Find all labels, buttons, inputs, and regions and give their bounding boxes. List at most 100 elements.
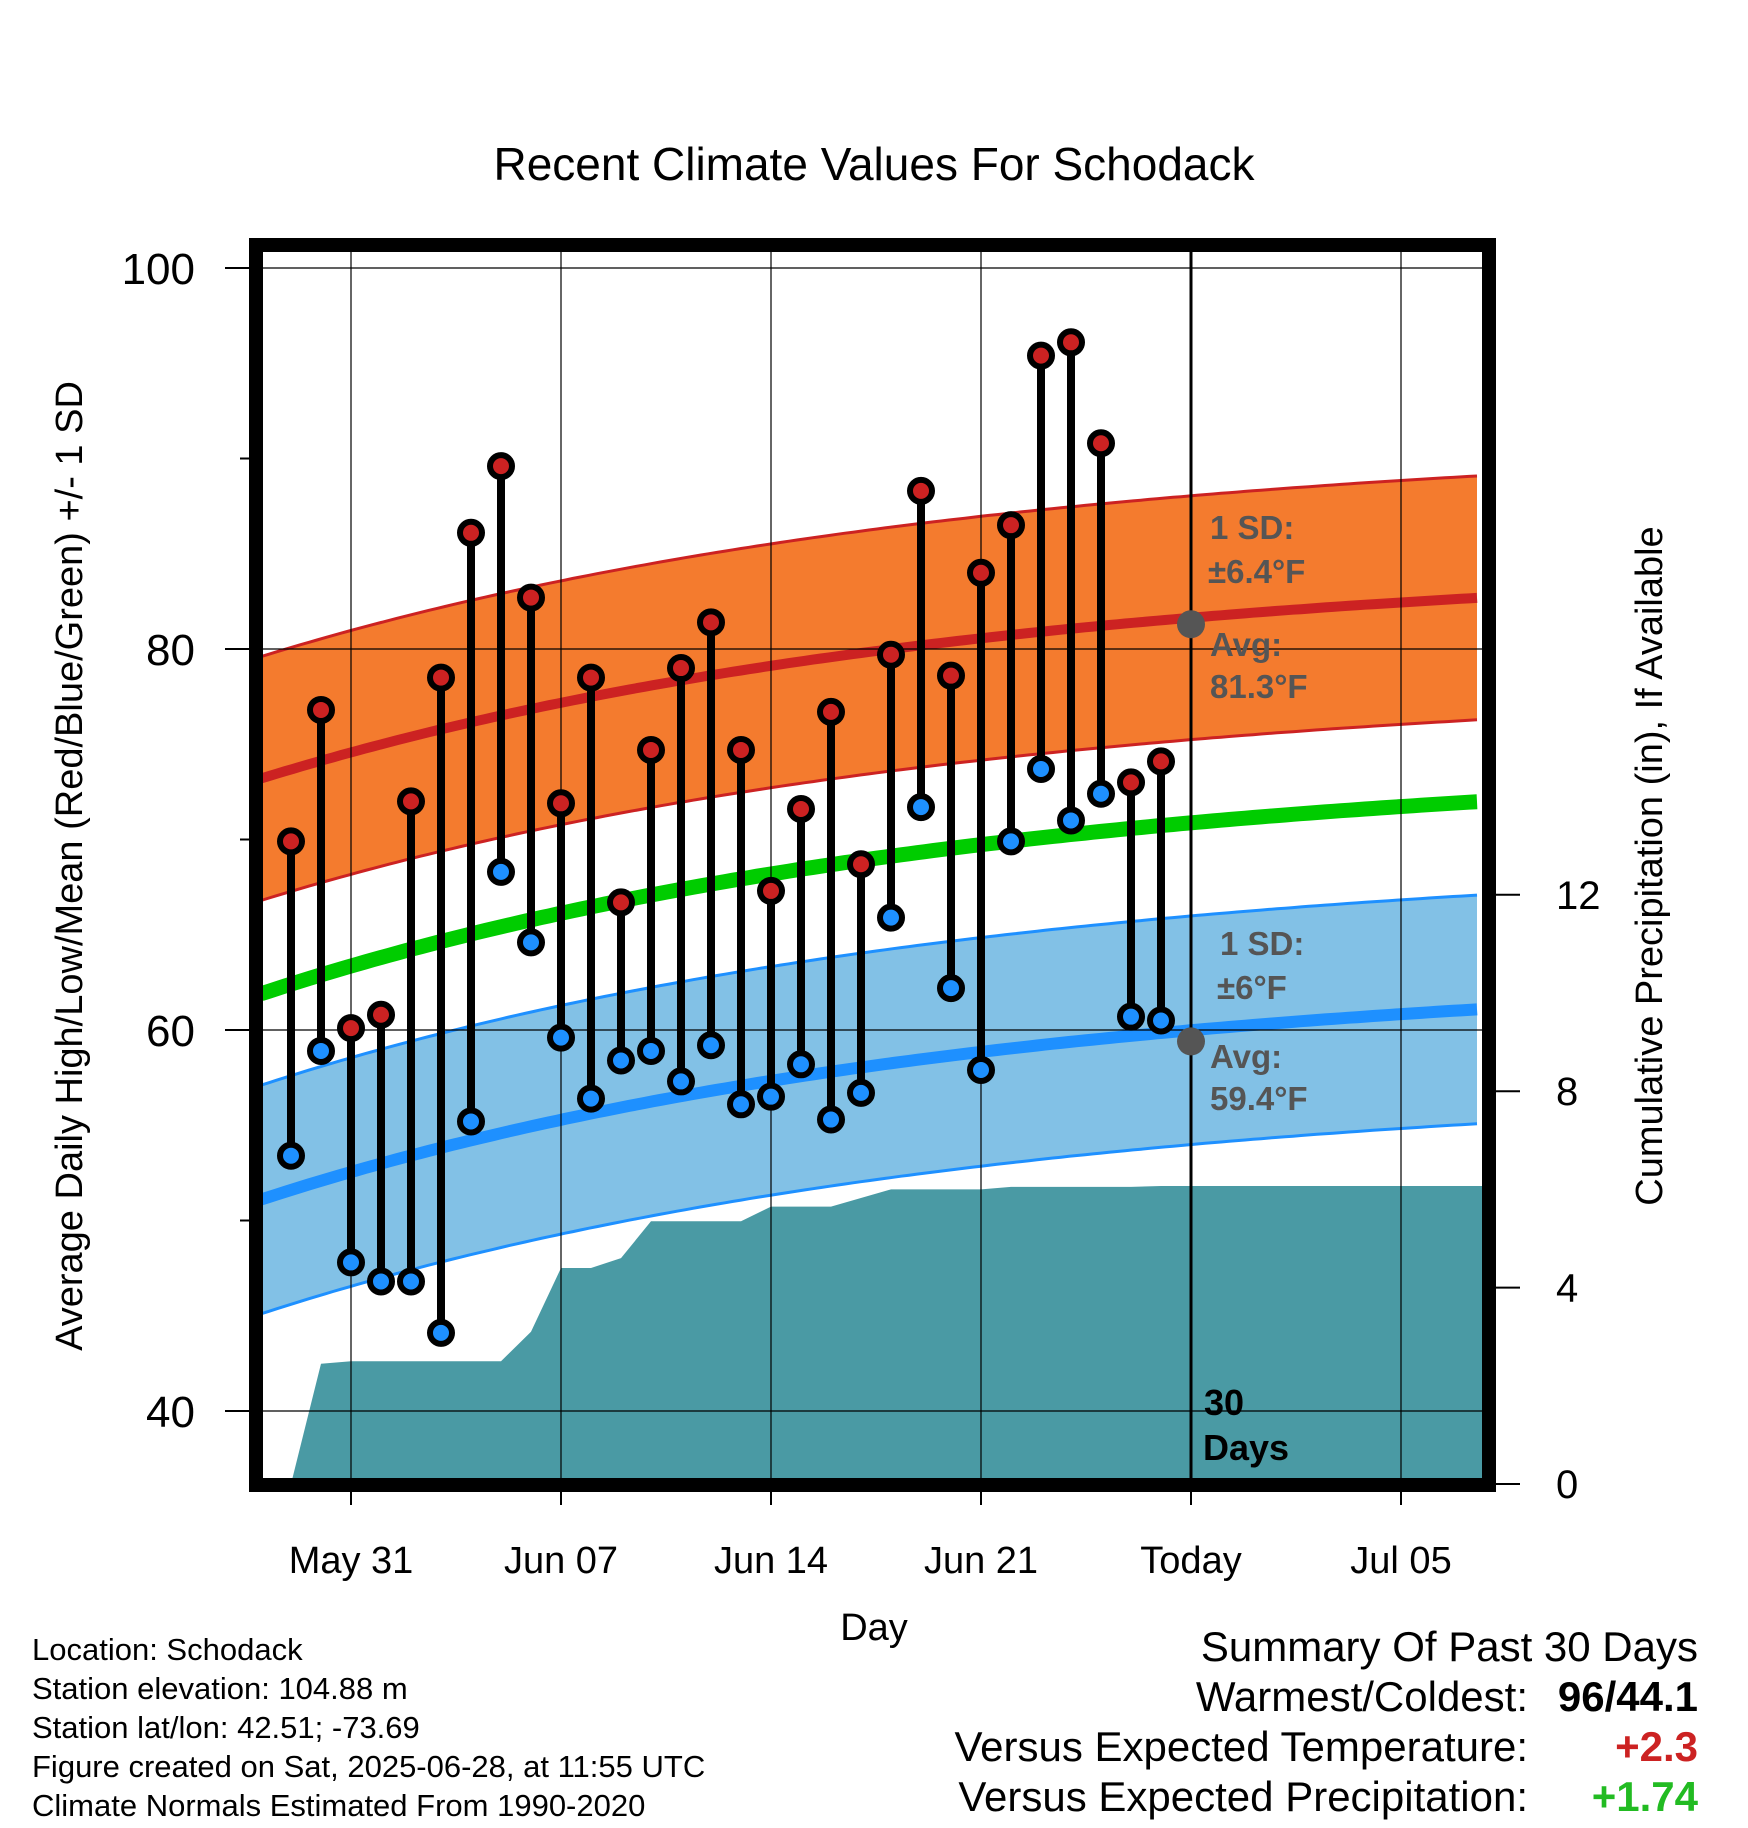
daily-high-point [577, 663, 605, 692]
daily-low-point [1057, 806, 1085, 835]
daily-low-point [547, 1023, 575, 1052]
daily-bar-jun-12 [697, 608, 725, 1060]
daily-high-point [1087, 429, 1115, 458]
daily-bar-jun-17 [847, 850, 875, 1107]
daily-high-point [427, 663, 455, 692]
today-low-avg-dot [1177, 1027, 1205, 1056]
cumulative-precip-area [261, 1186, 1483, 1484]
station-info: Location: Schodack Station elevation: 10… [32, 1630, 705, 1825]
daily-bar-jun-26 [1117, 768, 1145, 1031]
daily-bars-layer [277, 328, 1175, 1347]
daily-low-point [787, 1050, 815, 1079]
daily-bar-may-30 [307, 695, 335, 1065]
location-text: Location: Schodack [32, 1632, 303, 1667]
daily-low-point [667, 1067, 695, 1096]
daily-low-point [1087, 779, 1115, 808]
normal-low-line [259, 1003, 1478, 1206]
daily-high-point [1057, 328, 1085, 357]
summary-panel: Summary Of Past 30 Days Warmest/Coldest:… [798, 1622, 1698, 1822]
high-sd-label: 1 SD: [1210, 509, 1294, 546]
daily-bar-jun-02 [397, 787, 425, 1296]
daily-high-point [547, 789, 575, 818]
daily-high-point [487, 452, 515, 481]
y2-tick-label-8: 8 [1556, 1070, 1578, 1114]
y-axis-label: Average Daily High/Low/Mean (Red/Blue/Gr… [49, 381, 91, 1351]
daily-high-point [517, 583, 545, 612]
summary-precip-row: Versus Expected Precipitation: +1.74 [798, 1772, 1698, 1822]
warmest-value: 96 [1557, 1673, 1605, 1720]
daily-bar-jun-14 [757, 876, 785, 1111]
daily-bar-jun-08 [577, 663, 605, 1113]
daily-low-point [727, 1090, 755, 1119]
x-tick-label-0: May 31 [289, 1540, 414, 1582]
y-tick-label-60: 60 [146, 1007, 195, 1056]
daily-low-point [607, 1046, 635, 1075]
daily-low-point [937, 974, 965, 1003]
high-avg-label: Avg: [1210, 626, 1282, 663]
daily-low-point [487, 857, 515, 886]
daily-low-point [967, 1056, 995, 1085]
daily-high-point [667, 654, 695, 683]
daily-high-point [997, 511, 1025, 540]
daily-low-point [427, 1318, 455, 1347]
daily-low-point [577, 1084, 605, 1113]
coldest-value: 44.1 [1616, 1673, 1698, 1720]
daily-bar-jun-10 [637, 735, 665, 1065]
summary-warmest-row: Warmest/Coldest: 96/44.1 [798, 1672, 1698, 1722]
precipitation-area-layer [261, 1186, 1483, 1484]
daily-high-point [937, 661, 965, 690]
warmest-label: Warmest/Coldest: [1195, 1673, 1528, 1720]
daily-high-point [727, 735, 755, 764]
y2-tick-label-12: 12 [1556, 874, 1601, 918]
daily-bar-jun-16 [817, 697, 845, 1134]
grid-layer [262, 252, 1483, 1478]
daily-bar-jun-03 [427, 663, 455, 1347]
created-text: Figure created on Sat, 2025-06-28, at 11… [32, 1749, 706, 1784]
daily-high-point [1117, 768, 1145, 797]
frame-layer [249, 238, 1496, 1492]
daily-bar-jun-21 [967, 558, 995, 1085]
normal-low-band-lower-edge [260, 1122, 1478, 1316]
plot-frame [249, 238, 1496, 1492]
daily-high-point [367, 1000, 395, 1029]
low-avg-value: 59.4°F [1210, 1080, 1308, 1117]
daily-high-point [1027, 341, 1055, 370]
daily-low-point [1147, 1006, 1175, 1035]
daily-bar-jun-23 [1027, 341, 1055, 784]
normal-high-band-lower-edge [260, 718, 1478, 902]
daily-bar-jun-07 [547, 789, 575, 1052]
daily-bar-jun-24 [1057, 328, 1085, 835]
x-tick-label-4: Today [1140, 1540, 1241, 1582]
period-number: 30 [1204, 1382, 1244, 1423]
summary-temp-row: Versus Expected Temperature: +2.3 [798, 1722, 1698, 1772]
daily-bar-jun-09 [607, 888, 635, 1075]
low-avg-label: Avg: [1210, 1038, 1282, 1075]
daily-low-point [877, 903, 905, 932]
x-tick-label-5: Jul 05 [1350, 1540, 1451, 1582]
y2-tick-label-0: 0 [1556, 1463, 1578, 1507]
chart-title: Recent Climate Values For Schodack [493, 138, 1255, 190]
daily-high-point [757, 876, 785, 905]
daily-bar-jun-05 [487, 452, 515, 886]
normal-low-band-upper-edge [260, 893, 1478, 1087]
daily-bar-jun-11 [667, 654, 695, 1096]
daily-high-point [817, 697, 845, 726]
y2-tick-label-4: 4 [1556, 1267, 1578, 1311]
daily-high-point [337, 1014, 365, 1043]
latlon-text: Station lat/lon: 42.51; -73.69 [32, 1710, 420, 1745]
daily-low-point [397, 1267, 425, 1296]
axes-layer: Recent Climate Values For Schodack406080… [49, 138, 1671, 1649]
daily-bar-may-29 [277, 827, 305, 1170]
temp-label: Versus Expected Temperature: [954, 1723, 1528, 1770]
daily-bar-jun-01 [367, 1000, 395, 1296]
daily-high-point [277, 827, 305, 856]
daily-high-point [397, 787, 425, 816]
daily-low-point [337, 1248, 365, 1277]
daily-high-point [907, 476, 935, 505]
normals-text: Climate Normals Estimated From 1990-2020 [32, 1788, 646, 1823]
daily-low-point [697, 1031, 725, 1060]
today-high-avg-dot [1177, 610, 1205, 639]
y-tick-label-80: 80 [146, 626, 195, 675]
daily-high-point [787, 795, 815, 824]
